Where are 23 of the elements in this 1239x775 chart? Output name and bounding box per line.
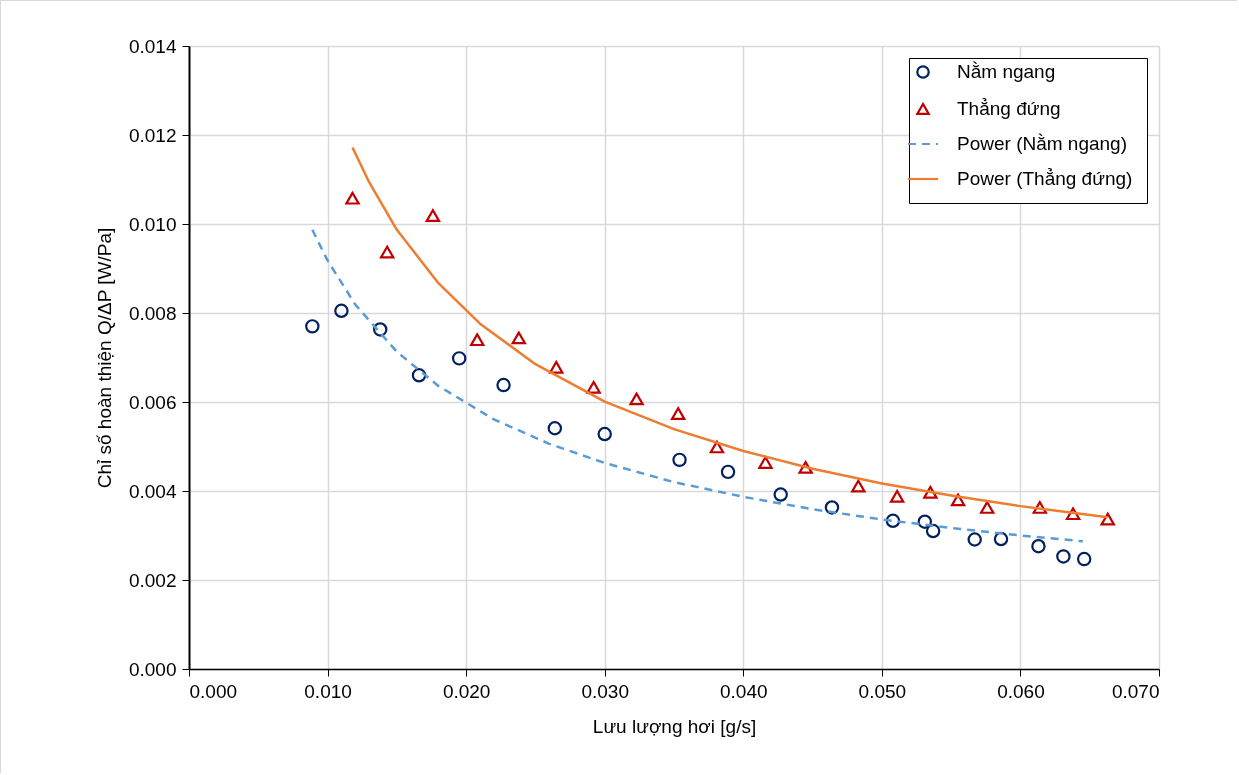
- x-tick-label: 0.000: [189, 680, 238, 702]
- x-axis-title: Lưu lượng hơi [g/s]: [592, 715, 757, 737]
- legend-label: Power (Thẳng đứng): [957, 168, 1133, 189]
- y-tick-label: 0.014: [128, 35, 177, 57]
- x-tick-label: 0.030: [581, 680, 629, 702]
- line-series: [311, 228, 1085, 543]
- y-tick-label: 0.004: [128, 480, 177, 502]
- x-tick-label: 0.050: [858, 680, 907, 702]
- x-tick-label: 0.060: [997, 680, 1045, 702]
- y-tick-label: 0.006: [128, 391, 177, 413]
- x-tick-label: 0.040: [720, 680, 768, 702]
- y-tick-label: 0.002: [128, 569, 177, 591]
- legend-label: Nằm ngang: [957, 61, 1056, 82]
- x-tick-label: 0.070: [1111, 680, 1160, 702]
- x-tick-label: 0.010: [304, 680, 352, 702]
- y-tick-label: 0.010: [128, 213, 177, 235]
- y-tick-label: 0.000: [128, 658, 177, 680]
- x-tick-label: 0.020: [442, 680, 491, 702]
- legend-label: Power (Nằm ngang): [957, 133, 1128, 154]
- y-tick-label: 0.008: [128, 302, 177, 324]
- y-axis-title: Chỉ số hoàn thiện Q/ΔP [W/Pa]: [93, 227, 115, 489]
- y-tick-label: 0.012: [128, 124, 177, 146]
- legend-label: Thẳng đứng: [957, 98, 1061, 119]
